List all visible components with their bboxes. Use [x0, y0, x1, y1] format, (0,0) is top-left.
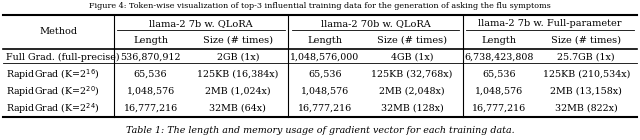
Text: 2GB (1x): 2GB (1x) — [216, 53, 259, 62]
Text: 1,048,576: 1,048,576 — [301, 87, 349, 96]
Text: 4GB (1x): 4GB (1x) — [391, 53, 433, 62]
Text: Table 1: The length and memory usage of gradient vector for each training data.: Table 1: The length and memory usage of … — [125, 126, 515, 135]
Text: 32MB (128x): 32MB (128x) — [381, 104, 444, 113]
Text: 16,777,216: 16,777,216 — [124, 104, 178, 113]
Text: 125KB (16,384x): 125KB (16,384x) — [197, 70, 278, 79]
Text: 2MB (1,024x): 2MB (1,024x) — [205, 87, 271, 96]
Text: 125KB (32,768x): 125KB (32,768x) — [371, 70, 452, 79]
Text: 6,738,423,808: 6,738,423,808 — [465, 53, 534, 62]
Text: 32MB (64x): 32MB (64x) — [209, 104, 266, 113]
Text: Length: Length — [133, 36, 168, 45]
Text: Size (# times): Size (# times) — [377, 36, 447, 45]
Text: 1,048,576: 1,048,576 — [475, 87, 524, 96]
Text: 16,777,216: 16,777,216 — [298, 104, 352, 113]
Text: 2MB (13,158x): 2MB (13,158x) — [550, 87, 622, 96]
Text: llama-2 7b w. Full-parameter: llama-2 7b w. Full-parameter — [478, 19, 621, 28]
Text: 536,870,912: 536,870,912 — [120, 53, 181, 62]
Text: 1,048,576: 1,048,576 — [127, 87, 175, 96]
Text: llama-2 70b w. QLoRA: llama-2 70b w. QLoRA — [321, 19, 430, 28]
Text: RapidGrad (K=2$^{16}$): RapidGrad (K=2$^{16}$) — [6, 67, 99, 82]
Text: Method: Method — [40, 27, 77, 36]
Text: 125KB (210,534x): 125KB (210,534x) — [543, 70, 630, 79]
Text: Length: Length — [307, 36, 342, 45]
Text: 65,536: 65,536 — [308, 70, 342, 79]
Text: 16,777,216: 16,777,216 — [472, 104, 526, 113]
Text: 65,536: 65,536 — [483, 70, 516, 79]
Text: Size (# times): Size (# times) — [203, 36, 273, 45]
Text: Size (# times): Size (# times) — [551, 36, 621, 45]
Text: 2MB (2,048x): 2MB (2,048x) — [380, 87, 445, 96]
Text: Figure 4: Token-wise visualization of top-3 influential training data for the ge: Figure 4: Token-wise visualization of to… — [89, 2, 551, 10]
Text: 32MB (822x): 32MB (822x) — [555, 104, 618, 113]
Text: llama-2 7b w. QLoRA: llama-2 7b w. QLoRA — [149, 19, 253, 28]
Text: RapidGrad (K=2$^{24}$): RapidGrad (K=2$^{24}$) — [6, 101, 99, 116]
Text: 1,048,576,000: 1,048,576,000 — [291, 53, 360, 62]
Text: 25.7GB (1x): 25.7GB (1x) — [557, 53, 615, 62]
Text: 65,536: 65,536 — [134, 70, 168, 79]
Text: RapidGrad (K=2$^{20}$): RapidGrad (K=2$^{20}$) — [6, 84, 99, 99]
Text: Length: Length — [482, 36, 516, 45]
Text: Full Grad. (full-precise): Full Grad. (full-precise) — [6, 53, 120, 62]
